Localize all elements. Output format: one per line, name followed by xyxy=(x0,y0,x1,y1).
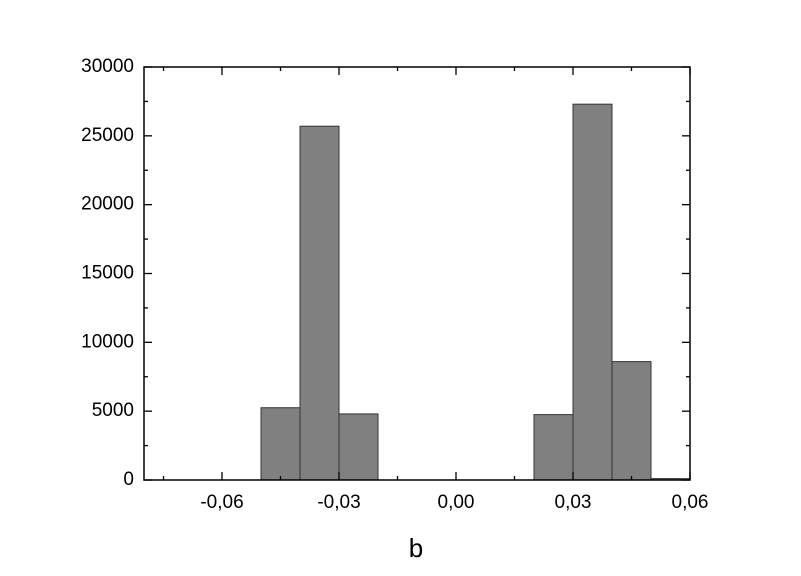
y-tick-label: 20000 xyxy=(81,194,134,215)
x-tick-label: -0,03 xyxy=(317,492,360,513)
x-tick-label: -0,06 xyxy=(200,492,243,513)
y-tick-label: 10000 xyxy=(81,331,134,352)
y-tick-label: 0 xyxy=(123,469,134,490)
bar xyxy=(611,361,652,481)
y-tick-label: 30000 xyxy=(81,56,134,77)
x-tick-label: 0,00 xyxy=(438,492,475,513)
x-tick-label: 0,06 xyxy=(672,492,709,513)
x-tick-label: 0,03 xyxy=(555,492,592,513)
y-tick-label: 15000 xyxy=(81,263,134,284)
bar xyxy=(260,407,301,481)
y-tick-label: 5000 xyxy=(92,400,134,421)
bar xyxy=(572,103,613,481)
bar xyxy=(533,414,574,481)
y-tick-label: 25000 xyxy=(81,125,134,146)
bar xyxy=(299,125,340,481)
x-axis-title: b xyxy=(409,533,423,563)
bar xyxy=(338,413,379,481)
